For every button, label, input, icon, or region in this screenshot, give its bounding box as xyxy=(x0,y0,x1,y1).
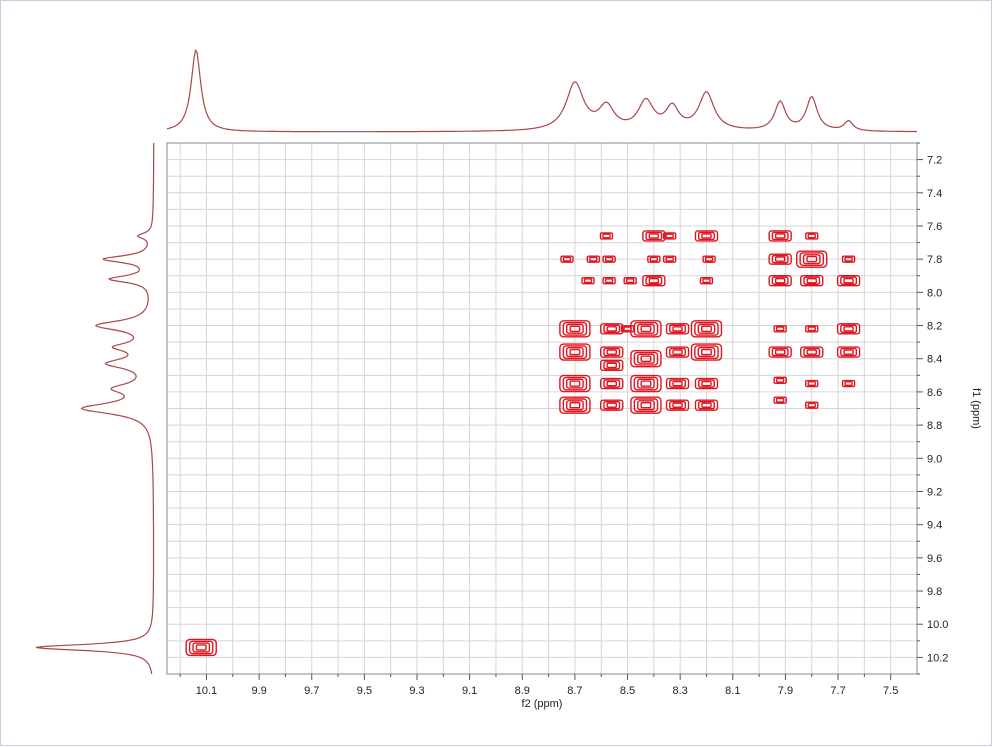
x-tick-label: 8.3 xyxy=(673,685,688,697)
cross-peak xyxy=(699,277,714,285)
x-tick-label: 8.5 xyxy=(620,685,635,697)
cross-peak xyxy=(796,250,828,268)
x-axis-title: f2 (ppm) xyxy=(522,698,563,710)
y-tick-label: 8.4 xyxy=(927,354,942,366)
cross-peak xyxy=(581,277,595,285)
grid xyxy=(167,143,917,674)
cross-peak xyxy=(841,379,856,388)
cross-peak xyxy=(630,396,662,414)
cross-peak xyxy=(805,379,819,388)
x-tick-label: 8.7 xyxy=(567,685,582,697)
cross-peak xyxy=(559,374,591,393)
cross-peak xyxy=(559,343,591,361)
cross-peak xyxy=(665,346,690,358)
y-tick-label: 8.0 xyxy=(927,287,942,299)
cross-peak xyxy=(630,350,662,368)
cross-peak xyxy=(768,230,792,242)
cross-peak xyxy=(805,325,819,333)
y-tick-label: 9.4 xyxy=(927,520,942,532)
cross-peak xyxy=(586,255,601,263)
x-tick-label: 8.9 xyxy=(515,685,530,697)
cross-peak xyxy=(768,253,792,265)
x-tick-label: 9.5 xyxy=(357,685,372,697)
y-tick-label: 7.6 xyxy=(927,221,942,233)
cross-peak xyxy=(600,359,624,372)
y-tick-label: 8.8 xyxy=(927,420,942,432)
cross-peak xyxy=(559,396,591,414)
cross-peak xyxy=(773,325,787,333)
cross-peak xyxy=(836,346,861,358)
y-tick-label: 9.8 xyxy=(927,586,942,598)
cross-peak xyxy=(690,343,723,361)
cross-peak xyxy=(694,377,719,390)
cross-peak xyxy=(800,346,824,358)
cross-peak xyxy=(773,376,787,384)
cross-peak xyxy=(560,255,574,263)
y-tick-label: 7.4 xyxy=(927,188,942,200)
x-tick-label: 8.1 xyxy=(725,685,740,697)
cross-peak xyxy=(805,401,819,409)
cross-peak xyxy=(805,232,819,240)
cross-peaks xyxy=(185,230,861,657)
cross-peak xyxy=(665,399,690,411)
cross-peak xyxy=(662,232,677,240)
cross-peak xyxy=(599,232,614,240)
cross-peak xyxy=(642,230,666,242)
y-tick-label: 10.2 xyxy=(927,652,948,664)
y-tick-label: 7.8 xyxy=(927,254,942,266)
y-tick-label: 9.2 xyxy=(927,486,942,498)
x-tick-label: 7.7 xyxy=(830,685,845,697)
y-tick-label: 9.6 xyxy=(927,553,942,565)
cross-peak xyxy=(665,377,690,390)
x-tick-label: 10.1 xyxy=(196,685,217,697)
x-tick-label: 7.5 xyxy=(883,685,898,697)
f1-projection-spectrum xyxy=(35,143,155,675)
cross-peak xyxy=(841,255,856,263)
cross-peak xyxy=(768,346,792,358)
cross-peak xyxy=(185,638,217,657)
cross-peak xyxy=(662,255,677,263)
cross-peak xyxy=(694,230,719,242)
cross-peak xyxy=(600,377,624,390)
cross-peak xyxy=(702,255,716,263)
x-axis-ticks: 10.1 9.9 9.7 9.5 9.3 9.1 8.9 8.7 8.5 8.3 8.1 7.9 7.7… xyxy=(179,674,898,697)
cross-peak xyxy=(600,346,624,358)
x-tick-label: 9.3 xyxy=(409,685,424,697)
cross-peak xyxy=(630,320,662,338)
y-axis-title: f1 (ppm) xyxy=(970,388,982,429)
x-tick-label: 9.9 xyxy=(251,685,266,697)
cross-peak xyxy=(630,374,662,393)
cross-peak xyxy=(623,277,637,285)
cross-peak xyxy=(559,320,591,338)
x-tick-label: 9.1 xyxy=(462,685,477,697)
y-tick-label: 8.2 xyxy=(927,321,942,333)
cross-peak xyxy=(768,275,792,287)
x-tick-label: 7.9 xyxy=(778,685,793,697)
y-axis-ticks: 7.2 7.4 7.6 7.8 8.0 8.2 8.4 8.6 8.8 9.0 9.2 9.4 9.6 9… xyxy=(917,142,948,675)
cross-peak xyxy=(642,275,666,287)
cross-peak xyxy=(694,399,719,411)
y-tick-label: 7.2 xyxy=(927,155,942,167)
cross-peak xyxy=(600,399,624,411)
cross-peak xyxy=(836,323,861,335)
cross-peak xyxy=(665,323,690,335)
cross-peak xyxy=(836,275,861,287)
cross-peak xyxy=(690,320,723,338)
y-tick-label: 10.0 xyxy=(927,619,948,631)
cross-peak xyxy=(647,255,661,263)
f2-projection-spectrum xyxy=(166,48,917,133)
y-tick-label: 9.0 xyxy=(927,453,942,465)
y-tick-label: 8.6 xyxy=(927,387,942,399)
cross-peak xyxy=(773,396,787,404)
cross-peak xyxy=(602,255,616,263)
x-tick-label: 9.7 xyxy=(304,685,319,697)
cross-peak xyxy=(800,275,824,287)
cross-peak xyxy=(602,277,616,285)
cross-peak xyxy=(600,323,624,335)
